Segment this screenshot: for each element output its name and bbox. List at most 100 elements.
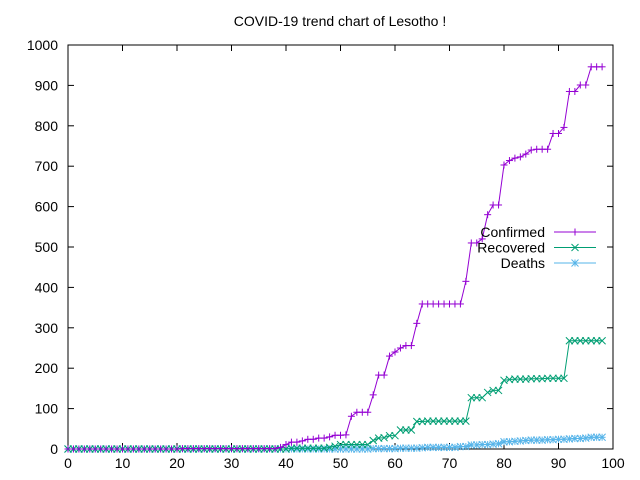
x-tick-label: 40	[278, 455, 294, 471]
data-point	[429, 417, 438, 425]
data-point	[451, 443, 459, 452]
data-point	[571, 87, 579, 95]
data-point	[391, 348, 399, 356]
x-tick-label: 80	[496, 455, 512, 471]
y-tick-label: 800	[35, 118, 59, 134]
data-point	[287, 444, 296, 453]
data-point	[456, 417, 465, 425]
data-point	[336, 440, 345, 449]
data-point	[461, 417, 470, 425]
data-point	[576, 336, 585, 345]
y-tick-label: 200	[35, 360, 59, 376]
legend-marker	[571, 259, 579, 267]
y-tick-label: 400	[35, 279, 59, 295]
data-point	[320, 434, 328, 442]
data-point	[396, 444, 405, 453]
data-point	[352, 440, 361, 449]
data-point	[347, 440, 356, 449]
x-tick-label: 90	[551, 455, 567, 471]
data-point	[582, 81, 590, 89]
legend-item: Deaths	[501, 255, 596, 271]
data-point	[511, 375, 519, 383]
data-point	[598, 433, 606, 442]
data-point	[516, 375, 525, 383]
data-point	[364, 408, 372, 416]
y-tick-label: 900	[35, 77, 59, 93]
data-point	[314, 444, 323, 453]
legend-marker	[571, 228, 579, 236]
data-point	[549, 374, 557, 383]
legend-label: Recovered	[477, 240, 545, 256]
data-point	[560, 123, 568, 131]
data-point	[527, 374, 536, 383]
data-point	[489, 386, 497, 395]
data-point	[483, 388, 492, 397]
data-point	[543, 374, 552, 383]
data-point	[402, 444, 410, 453]
data-point	[358, 440, 367, 449]
data-point	[363, 440, 372, 449]
x-tick-label: 70	[442, 455, 458, 471]
data-point	[467, 393, 476, 402]
legend-item: Confirmed	[480, 224, 596, 240]
data-point	[451, 417, 459, 425]
data-point	[407, 426, 416, 434]
data-point	[543, 435, 552, 444]
data-point	[527, 146, 535, 154]
y-tick-label: 700	[35, 158, 59, 174]
x-tick-label: 100	[601, 455, 625, 471]
y-tick-label: 1000	[27, 37, 58, 53]
y-tick-label: 600	[35, 199, 59, 215]
x-tick-label: 10	[115, 455, 131, 471]
data-point	[309, 444, 318, 453]
data-point	[271, 445, 279, 453]
data-point	[380, 433, 388, 442]
data-point	[309, 435, 317, 443]
x-tick-label: 50	[333, 455, 349, 471]
data-point	[396, 426, 405, 434]
data-point	[472, 393, 481, 402]
y-tick-label: 500	[35, 239, 59, 255]
data-point	[342, 431, 350, 439]
data-point	[522, 150, 530, 158]
data-point	[473, 239, 481, 247]
data-point	[413, 319, 421, 327]
data-point	[478, 235, 486, 243]
data-point	[434, 417, 443, 425]
data-point	[396, 344, 404, 352]
data-point	[560, 374, 568, 383]
data-point	[440, 417, 448, 425]
data-point	[380, 371, 388, 379]
data-point	[484, 211, 492, 219]
data-point	[495, 201, 503, 209]
data-point	[544, 145, 552, 153]
data-point	[277, 443, 285, 451]
data-point	[369, 391, 377, 399]
axis-ticks: 0 10 20 30 40 50 60 70 80 90 100010020030040050060…	[27, 37, 625, 471]
chart-title: COVID-19 trend chart of Lesotho !	[234, 13, 446, 29]
data-point	[326, 433, 334, 441]
data-point	[369, 444, 378, 453]
data-point	[407, 444, 416, 453]
data-point	[505, 157, 513, 165]
data-point	[570, 336, 579, 345]
y-tick-label: 300	[35, 320, 59, 336]
data-point	[423, 417, 432, 425]
data-point	[298, 444, 307, 453]
series-confirmed	[64, 63, 606, 453]
data-point	[598, 336, 606, 345]
x-tick-label: 20	[169, 455, 185, 471]
y-tick-label: 100	[35, 401, 59, 417]
data-point	[445, 417, 454, 425]
data-point	[385, 431, 394, 440]
data-point	[293, 444, 301, 453]
y-tick-label: 0	[50, 441, 58, 457]
data-point	[298, 437, 306, 445]
legend-label: Deaths	[501, 255, 545, 271]
data-point	[500, 161, 508, 169]
data-point	[456, 300, 464, 308]
data-point	[598, 63, 606, 71]
series-layer	[64, 63, 606, 453]
